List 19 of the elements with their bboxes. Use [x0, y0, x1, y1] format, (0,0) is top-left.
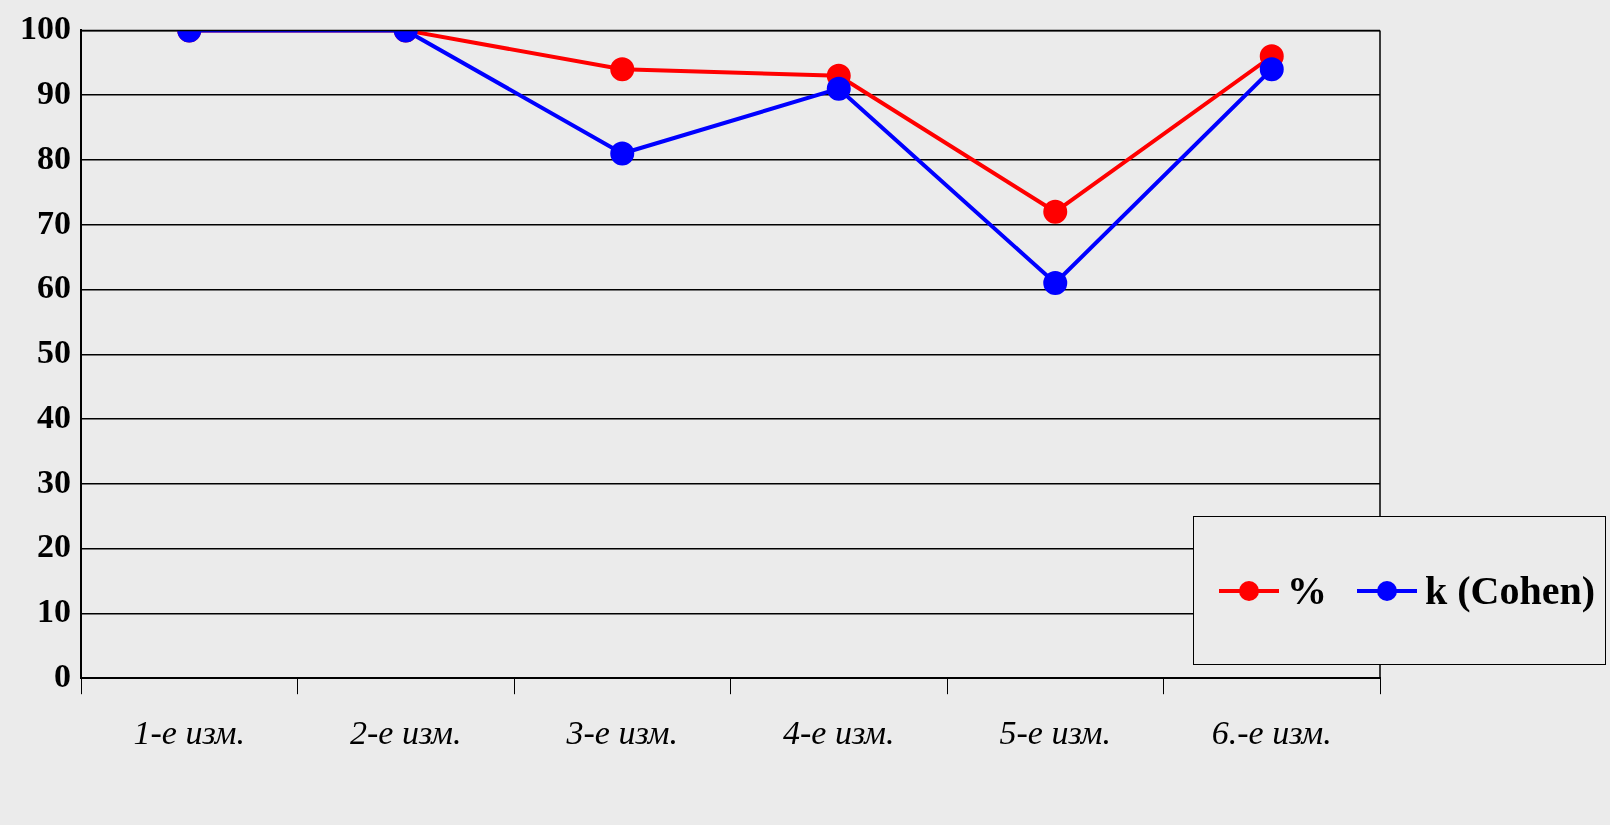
y-tick-label: 40 — [37, 397, 71, 435]
y-tick-label: 50 — [37, 333, 71, 371]
y-tick-label: 70 — [37, 203, 71, 241]
x-tick-label: 1-е изм. — [133, 713, 246, 751]
y-tick-label: 0 — [54, 656, 71, 694]
x-tick-label: 2-е изм. — [349, 713, 462, 751]
x-tick-label: 3-е изм. — [565, 713, 679, 751]
y-tick-label: 90 — [37, 73, 71, 111]
x-tick-label: 4-е изм. — [782, 713, 895, 751]
x-tick-label: 6.-е изм. — [1211, 713, 1332, 751]
y-tick-label: 30 — [37, 462, 71, 500]
y-tick-label: 60 — [37, 268, 71, 306]
x-tick-label: 5-е изм. — [999, 713, 1112, 751]
y-tick-label: 80 — [37, 138, 71, 176]
legend-label: k (Cohen) — [1424, 567, 1595, 614]
y-tick-label: 10 — [37, 592, 71, 630]
legend-label: % — [1286, 567, 1327, 614]
y-tick-label: 20 — [37, 527, 71, 565]
y-tick-label: 100 — [20, 9, 71, 47]
